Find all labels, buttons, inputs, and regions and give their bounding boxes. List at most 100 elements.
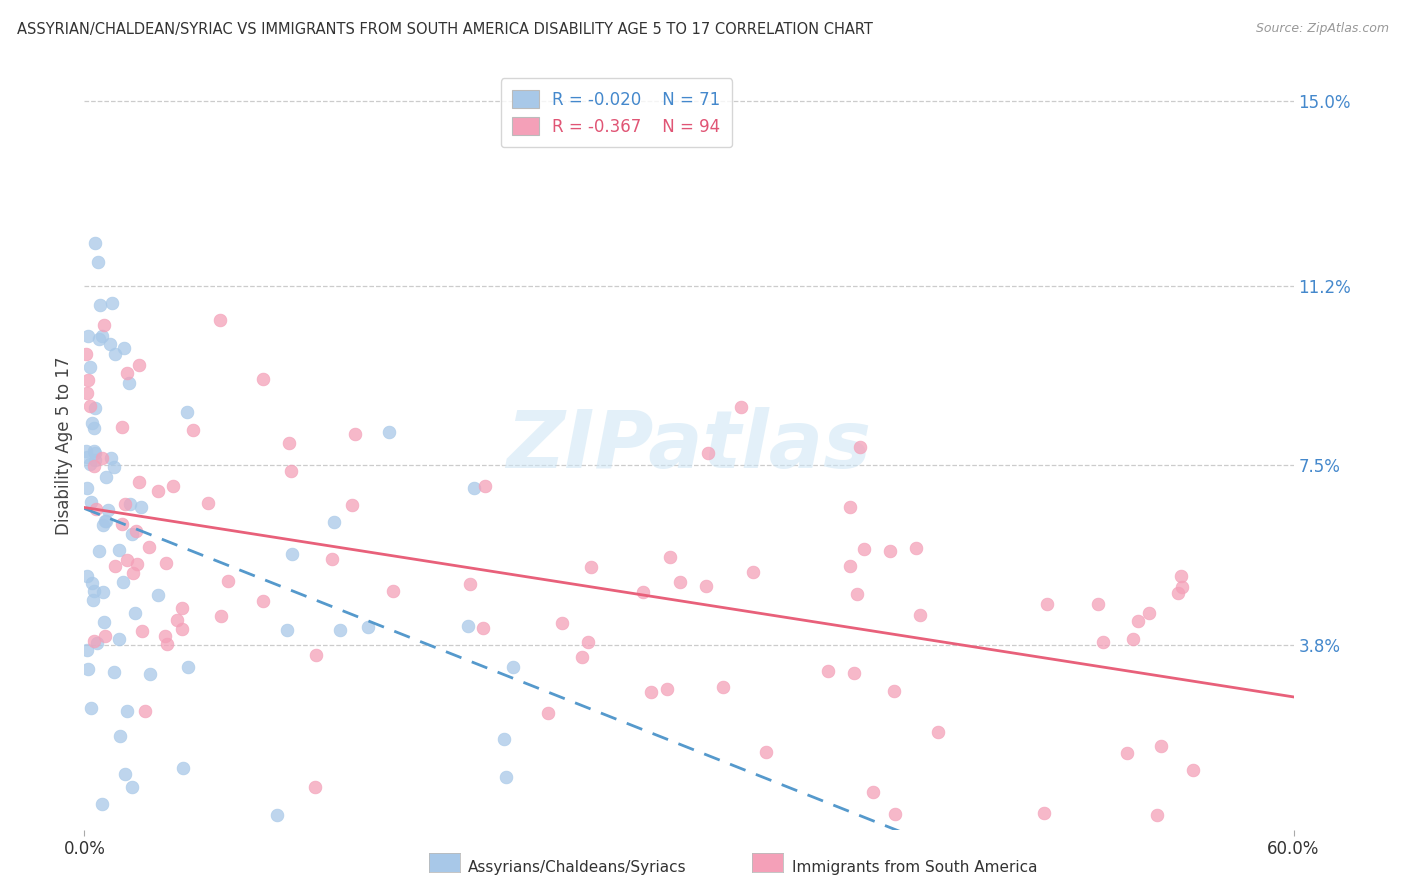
Point xyxy=(1171,580,1194,594)
Point xyxy=(305,648,328,662)
Point xyxy=(172,600,194,615)
Point xyxy=(697,446,720,460)
Point xyxy=(94,514,117,528)
Point xyxy=(83,634,105,648)
Point xyxy=(80,417,103,431)
Point xyxy=(111,420,134,434)
Point xyxy=(252,594,274,608)
Point xyxy=(84,401,107,415)
Point xyxy=(103,665,125,679)
Point xyxy=(93,615,115,629)
Point xyxy=(94,629,117,643)
Point xyxy=(80,575,103,590)
Legend: R = -0.020    N = 71, R = -0.367    N = 94: R = -0.020 N = 71, R = -0.367 N = 94 xyxy=(501,78,733,147)
Point xyxy=(115,553,138,567)
Point xyxy=(89,298,111,312)
Point xyxy=(927,724,949,739)
Point xyxy=(125,524,148,539)
Point xyxy=(848,441,870,455)
Point xyxy=(344,427,367,442)
Point xyxy=(111,517,134,532)
Point xyxy=(129,500,152,515)
Point xyxy=(79,701,101,715)
Point xyxy=(121,780,143,795)
Point xyxy=(862,785,884,799)
Point xyxy=(730,400,752,414)
Point xyxy=(904,541,927,555)
Point xyxy=(304,780,326,794)
Point xyxy=(155,557,177,571)
Point xyxy=(1167,586,1189,600)
Point xyxy=(1170,569,1192,583)
Point xyxy=(181,423,204,437)
Point xyxy=(910,608,932,623)
Point xyxy=(83,584,105,599)
Point xyxy=(321,552,343,566)
Point xyxy=(124,606,146,620)
Point xyxy=(79,359,101,374)
Point xyxy=(853,541,876,556)
Point xyxy=(838,558,860,573)
Point xyxy=(1033,805,1056,820)
Point xyxy=(138,541,160,555)
Point xyxy=(472,621,495,635)
Point xyxy=(156,637,179,651)
Point xyxy=(114,767,136,781)
Point xyxy=(817,665,839,679)
Point xyxy=(146,588,169,602)
Point xyxy=(883,807,905,822)
Point xyxy=(76,450,98,465)
Point xyxy=(1137,607,1160,621)
Point xyxy=(86,636,108,650)
Point xyxy=(118,497,141,511)
Point xyxy=(162,479,184,493)
Point xyxy=(1036,598,1059,612)
Point xyxy=(1146,808,1168,822)
Point xyxy=(107,632,129,646)
Point xyxy=(502,660,524,674)
Point xyxy=(278,435,301,450)
Point xyxy=(90,451,112,466)
Point xyxy=(121,566,143,581)
Point xyxy=(495,770,517,784)
Point xyxy=(87,543,110,558)
Text: ZIPatlas: ZIPatlas xyxy=(506,407,872,485)
Point xyxy=(84,501,107,516)
Point xyxy=(75,443,97,458)
Point xyxy=(211,609,233,624)
Point xyxy=(322,515,344,529)
Point xyxy=(659,550,682,565)
Point xyxy=(86,255,108,269)
Point xyxy=(266,808,288,822)
Point xyxy=(280,547,302,561)
Point xyxy=(640,685,662,699)
Point xyxy=(474,479,496,493)
Point xyxy=(208,312,231,326)
Point xyxy=(97,502,120,516)
Point xyxy=(1181,763,1204,777)
Point xyxy=(76,569,98,583)
Point xyxy=(103,459,125,474)
Point xyxy=(83,459,105,474)
Point xyxy=(82,592,104,607)
Point xyxy=(657,682,679,697)
Point xyxy=(101,296,124,310)
Point xyxy=(83,453,105,467)
Point xyxy=(1087,597,1109,611)
Point xyxy=(378,425,401,439)
Point xyxy=(842,666,865,681)
Point xyxy=(1122,632,1144,647)
Point xyxy=(112,574,135,589)
Point xyxy=(80,494,103,508)
Text: Immigrants from South America: Immigrants from South America xyxy=(792,860,1038,874)
Point xyxy=(93,318,115,332)
Point xyxy=(695,579,717,593)
Point xyxy=(134,704,156,718)
Point xyxy=(172,761,194,775)
Point xyxy=(252,372,274,386)
Point xyxy=(83,421,105,435)
Point xyxy=(1150,739,1173,753)
Point xyxy=(463,481,485,495)
Point xyxy=(76,642,98,657)
Point xyxy=(115,366,138,380)
